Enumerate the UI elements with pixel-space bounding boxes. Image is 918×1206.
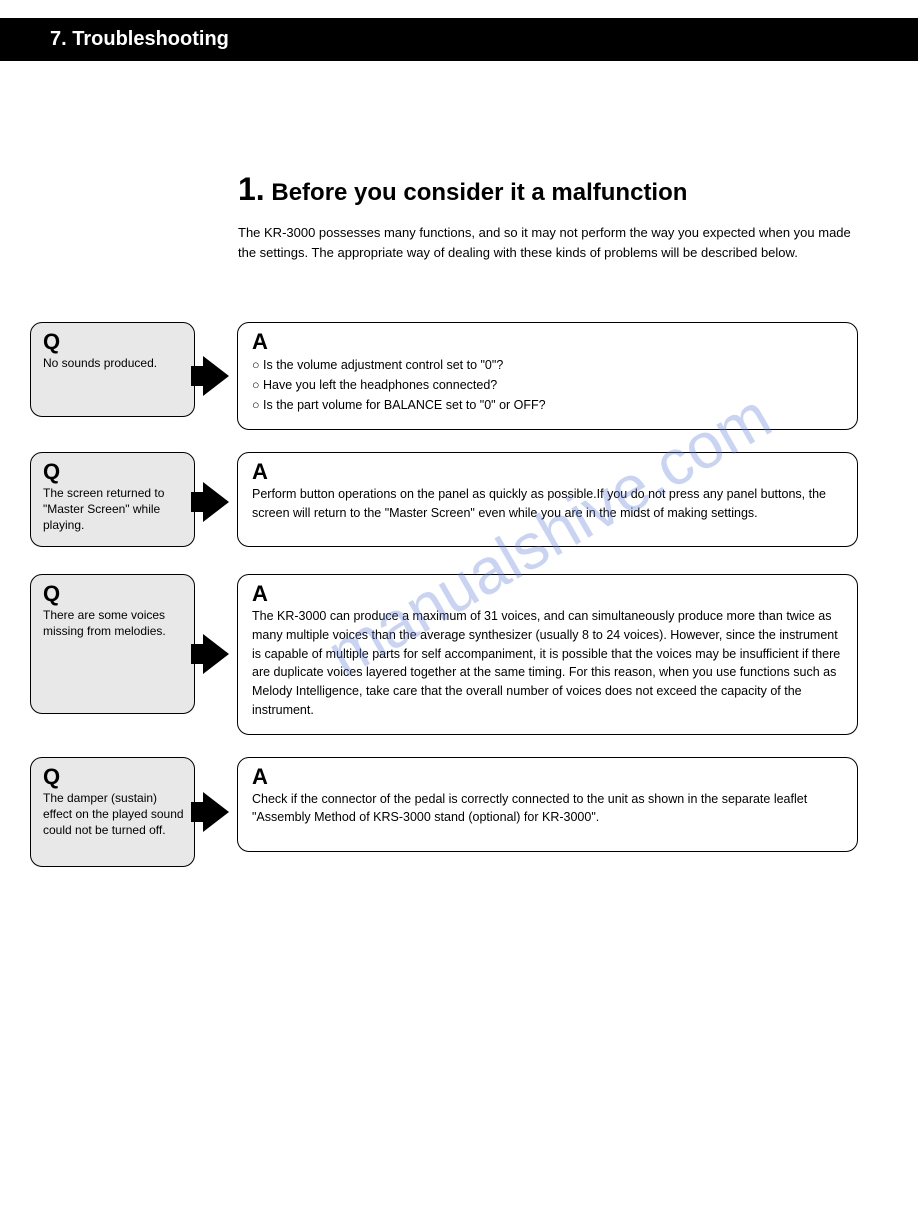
chapter-header: 7. Troubleshooting [0, 18, 918, 61]
q-label: Q [43, 461, 184, 483]
a-text: Perform button operations on the panel a… [252, 485, 843, 523]
answer-box: A Perform button operations on the panel… [237, 452, 858, 547]
a-text: The KR-3000 can produce a maximum of 31 … [252, 607, 843, 720]
section-title: 1. Before you consider it a malfunction [238, 171, 918, 208]
a-list-item: ○ Have you left the headphones connected… [252, 375, 843, 395]
question-box: Q The damper (sustain) effect on the pla… [30, 757, 195, 867]
chapter-title: 7. Troubleshooting [50, 28, 229, 50]
q-text: The screen returned to "Master Screen" w… [43, 485, 184, 534]
answer-box: A Check if the connector of the pedal is… [237, 757, 858, 852]
question-box: Q The screen returned to "Master Screen"… [30, 452, 195, 547]
a-list-item: ○ Is the volume adjustment control set t… [252, 355, 843, 375]
q-label: Q [43, 583, 184, 605]
question-box: Q No sounds produced. [30, 322, 195, 417]
arrow-icon [195, 356, 237, 396]
question-box: Q There are some voices missing from mel… [30, 574, 195, 714]
qa-row: Q No sounds produced. A ○ Is the volume … [30, 322, 858, 430]
section-number: 1. [238, 171, 265, 207]
answer-box: A ○ Is the volume adjustment control set… [237, 322, 858, 430]
a-list-item: ○ Is the part volume for BALANCE set to … [252, 395, 843, 415]
q-label: Q [43, 766, 184, 788]
arrow-icon [195, 634, 237, 674]
qa-row: Q The damper (sustain) effect on the pla… [30, 757, 858, 867]
q-label: Q [43, 331, 184, 353]
arrow-icon [195, 482, 237, 522]
a-list: ○ Is the volume adjustment control set t… [252, 355, 843, 415]
qa-row: Q The screen returned to "Master Screen"… [30, 452, 858, 552]
qa-row: Q There are some voices missing from mel… [30, 574, 858, 735]
intro-paragraph: The KR-3000 possesses many functions, an… [238, 223, 858, 262]
a-label: A [252, 766, 843, 788]
arrow-icon [195, 792, 237, 832]
a-label: A [252, 331, 843, 353]
q-text: No sounds produced. [43, 355, 184, 371]
a-label: A [252, 583, 843, 605]
a-label: A [252, 461, 843, 483]
q-text: There are some voices missing from melod… [43, 607, 184, 639]
q-text: The damper (sustain) effect on the playe… [43, 790, 184, 839]
answer-box: A The KR-3000 can produce a maximum of 3… [237, 574, 858, 735]
a-text: Check if the connector of the pedal is c… [252, 790, 843, 828]
section-title-text: Before you consider it a malfunction [271, 179, 687, 206]
